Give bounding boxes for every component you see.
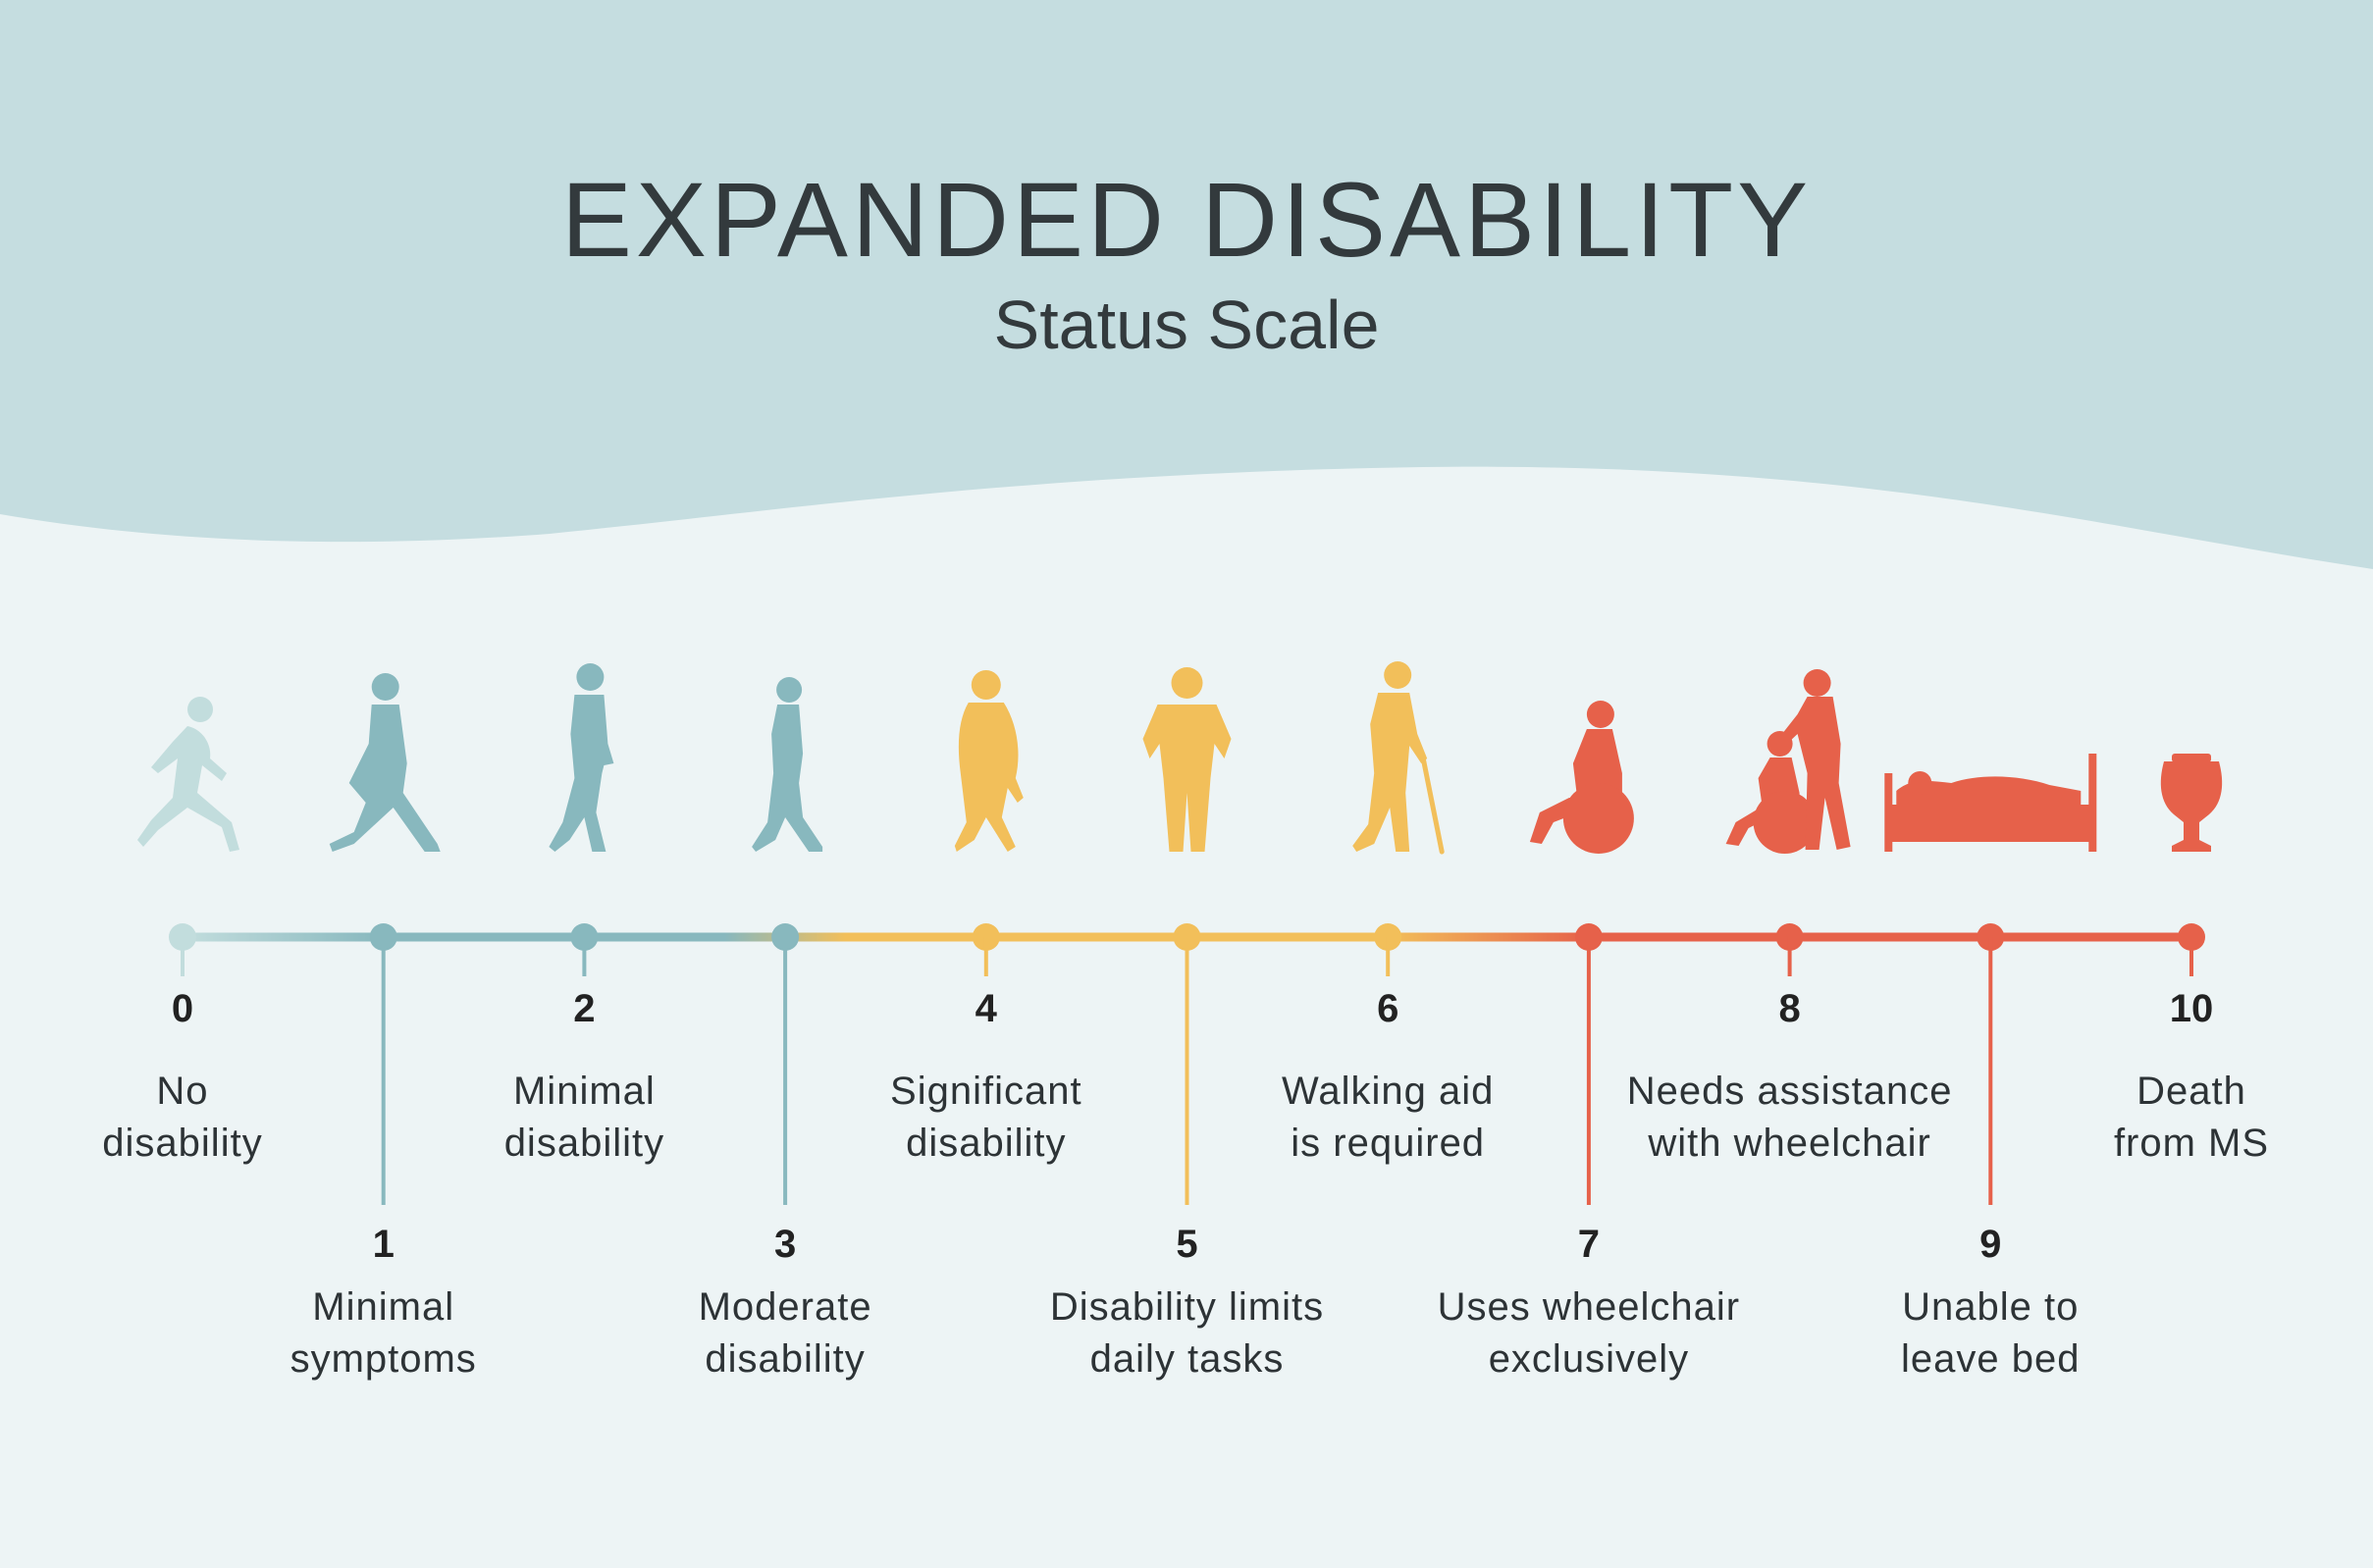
scale-description-line: Walking aid bbox=[1282, 1070, 1495, 1113]
scale-description: Death from MS bbox=[2005, 1066, 2373, 1170]
scale-description: Moderate disability bbox=[599, 1281, 972, 1385]
scale-description: Walking aid is required bbox=[1201, 1066, 1574, 1170]
header-wave bbox=[0, 0, 2373, 569]
scale-description-line: is required bbox=[1291, 1122, 1486, 1165]
scale-description-line: Needs assistance bbox=[1626, 1070, 1953, 1113]
urn-icon bbox=[2160, 754, 2223, 852]
scale-description-line: Minimal bbox=[312, 1285, 455, 1329]
scale-description-line: disability bbox=[503, 1122, 665, 1165]
scale-value: 9 bbox=[1979, 1223, 2002, 1266]
page-title: EXPANDED DISABILITY bbox=[560, 160, 1813, 279]
scale-description-line: exclusively bbox=[1488, 1337, 1690, 1381]
scale-description: Minimal symptoms bbox=[197, 1281, 570, 1385]
scale-description-line: No bbox=[156, 1070, 209, 1113]
scale-description-line: from MS bbox=[2113, 1122, 2270, 1165]
scale-value: 8 bbox=[1778, 987, 1801, 1030]
scale-value: 2 bbox=[573, 987, 596, 1030]
scale-description: Uses wheelchair exclusively bbox=[1402, 1281, 1775, 1385]
page-subtitle: Status Scale bbox=[993, 287, 1380, 363]
scale-value: 6 bbox=[1377, 987, 1399, 1030]
scale-value: 7 bbox=[1577, 1223, 1601, 1266]
runner-icon bbox=[137, 697, 239, 852]
heavy-walking-person-icon bbox=[954, 670, 1024, 852]
scale-description-line: Moderate bbox=[698, 1285, 872, 1329]
scale-description-line: Minimal bbox=[512, 1070, 656, 1113]
scale-description-line: symptoms bbox=[290, 1337, 477, 1381]
scale-description-line: Unable to bbox=[1902, 1285, 2080, 1329]
person-with-cane-icon bbox=[1352, 661, 1445, 855]
scale-value: 1 bbox=[372, 1223, 395, 1266]
scale-description-line: Significant bbox=[890, 1070, 1082, 1113]
scale-value: 10 bbox=[2169, 987, 2214, 1030]
scale-description-line: leave bed bbox=[1901, 1337, 2081, 1381]
scale-description: Unable to leave bed bbox=[1804, 1281, 2177, 1385]
scale-description: Significant disability bbox=[800, 1066, 1173, 1170]
scale-description: Needs assistance with wheelchair bbox=[1604, 1066, 1977, 1170]
wheelchair-user-icon bbox=[1529, 701, 1634, 854]
scale-ticks bbox=[169, 923, 2205, 1205]
walking-person-icon bbox=[329, 673, 441, 852]
scale-description-line: disability bbox=[102, 1122, 263, 1165]
scale-description-line: Death bbox=[2136, 1070, 2246, 1113]
scale-description: No disability bbox=[0, 1066, 369, 1170]
scale-description-line: with wheelchair bbox=[1648, 1122, 1931, 1165]
person-in-bed-icon bbox=[1884, 754, 2097, 852]
scale-description: Disability limits daily tasks bbox=[1001, 1281, 1374, 1385]
walking-man-icon bbox=[549, 663, 614, 852]
scale-description-line: disability bbox=[906, 1122, 1067, 1165]
assisted-wheelchair-icon bbox=[1725, 669, 1851, 854]
scale-description-line: Disability limits bbox=[1049, 1285, 1325, 1329]
scale-value: 4 bbox=[975, 987, 997, 1030]
standing-person-icon bbox=[1142, 667, 1232, 852]
figure-icons bbox=[137, 661, 2223, 855]
walking-woman-icon bbox=[752, 677, 823, 852]
scale-description: Minimal disability bbox=[397, 1066, 770, 1170]
scale-description-line: daily tasks bbox=[1089, 1337, 1285, 1381]
scale-value: 3 bbox=[773, 1223, 797, 1266]
scale-description-line: Uses wheelchair bbox=[1437, 1285, 1741, 1329]
scale-value: 5 bbox=[1176, 1223, 1198, 1266]
scale-description-line: disability bbox=[705, 1337, 866, 1381]
scale-value: 0 bbox=[171, 987, 194, 1030]
